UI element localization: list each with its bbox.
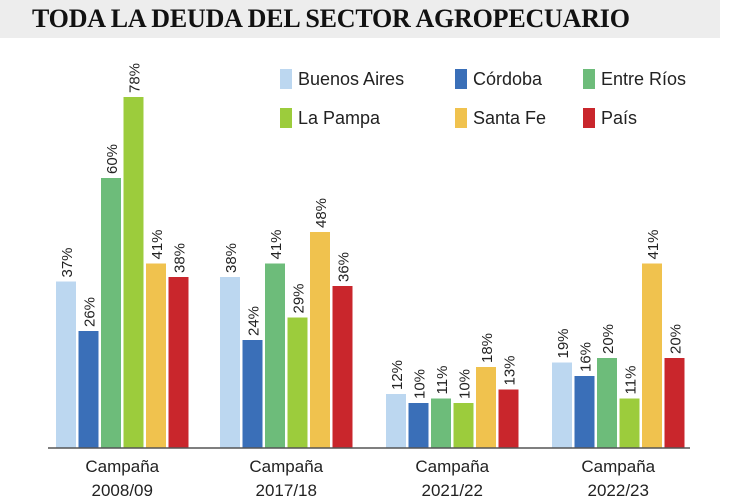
category-label-3-1: 2022/23 — [588, 481, 649, 496]
bars-layer: 37% 26% 60% 78% 41% 38% 38% 24% 41% 29% 48% 36% 12% 1… — [56, 63, 685, 448]
bar-2-2 — [431, 398, 451, 448]
bar-0-3 — [123, 97, 144, 448]
data-label-2-5: 13% — [502, 355, 519, 385]
bar-1-0 — [220, 277, 240, 448]
title-bar — [0, 0, 720, 38]
category-label-0-0: Campaña — [85, 457, 159, 476]
data-label-1-1: 24% — [246, 306, 263, 336]
category-label-1-1: 2017/18 — [256, 481, 317, 496]
category-label-3-0: Campaña — [581, 457, 655, 476]
bar-3-5 — [664, 358, 685, 448]
data-label-0-5: 38% — [172, 243, 189, 273]
bar-3-0 — [552, 362, 572, 448]
data-label-3-2: 20% — [600, 324, 617, 354]
bar-1-2 — [265, 263, 285, 448]
bar-3-1 — [574, 376, 595, 448]
bar-1-1 — [242, 340, 263, 448]
data-label-2-1: 10% — [412, 369, 429, 399]
data-label-0-2: 60% — [104, 144, 121, 174]
category-label-0-1: 2008/09 — [92, 481, 153, 496]
bar-2-4 — [476, 367, 496, 448]
data-label-1-2: 41% — [268, 229, 285, 259]
bar-3-4 — [642, 263, 662, 448]
data-label-2-4: 18% — [479, 333, 496, 363]
data-label-0-0: 37% — [59, 247, 76, 277]
legend-label-2: Entre Ríos — [601, 69, 686, 89]
legend-swatch-3 — [280, 108, 292, 128]
category-labels: Campaña 2008/09 Campaña 2017/18 Campaña 2021/… — [85, 457, 655, 496]
legend-label-4: Santa Fe — [473, 108, 546, 128]
bar-0-1 — [78, 331, 99, 448]
bar-2-5 — [498, 389, 519, 448]
bar-2-0 — [386, 394, 406, 448]
legend-swatch-4 — [455, 108, 467, 128]
category-label-2-0: Campaña — [415, 457, 489, 476]
bar-3-2 — [597, 358, 617, 448]
legend-swatch-1 — [455, 69, 467, 89]
bar-0-2 — [101, 178, 121, 448]
data-label-0-1: 26% — [82, 297, 99, 327]
data-label-1-3: 29% — [291, 283, 308, 313]
bar-0-5 — [168, 277, 189, 448]
data-label-3-5: 20% — [668, 324, 685, 354]
data-label-2-0: 12% — [389, 360, 406, 390]
data-label-3-4: 41% — [645, 229, 662, 259]
bar-1-5 — [332, 286, 353, 448]
legend-label-3: La Pampa — [298, 108, 381, 128]
bar-0-0 — [56, 281, 76, 448]
bar-3-3 — [619, 398, 640, 448]
data-label-1-0: 38% — [223, 243, 240, 273]
bar-0-4 — [146, 263, 166, 448]
data-label-0-3: 78% — [127, 63, 144, 93]
bar-2-3 — [453, 403, 474, 448]
data-label-2-2: 11% — [434, 366, 451, 395]
bar-1-4 — [310, 232, 330, 448]
bar-1-3 — [287, 317, 308, 448]
legend-swatch-2 — [583, 69, 595, 89]
data-label-2-3: 10% — [457, 369, 474, 399]
bar-2-1 — [408, 403, 429, 448]
data-label-3-0: 19% — [555, 328, 572, 358]
data-label-3-3: 11% — [623, 366, 640, 395]
category-label-1-0: Campaña — [249, 457, 323, 476]
legend-swatch-0 — [280, 69, 292, 89]
legend-swatch-5 — [583, 108, 595, 128]
data-label-0-4: 41% — [149, 229, 166, 259]
data-label-1-4: 48% — [313, 198, 330, 228]
legend: Buenos Aires Córdoba Entre Ríos La Pampa San… — [280, 69, 686, 128]
legend-label-5: País — [601, 108, 637, 128]
legend-label-1: Córdoba — [473, 69, 543, 89]
chart-title: TODA LA DEUDA DEL SECTOR AGROPECUARIO — [32, 4, 630, 33]
category-label-2-1: 2021/22 — [422, 481, 483, 496]
legend-label-0: Buenos Aires — [298, 69, 404, 89]
data-label-1-5: 36% — [336, 252, 353, 282]
data-label-3-1: 16% — [578, 342, 595, 372]
